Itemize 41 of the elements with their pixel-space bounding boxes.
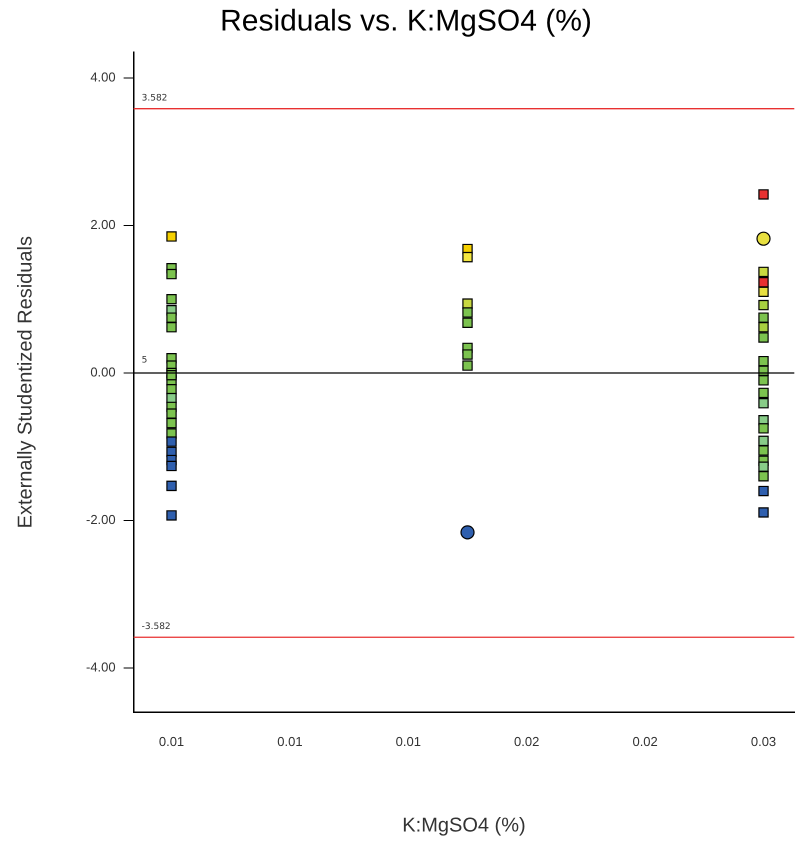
point bbox=[462, 252, 473, 262]
y-tick-label: 0.00 bbox=[90, 364, 116, 380]
chart-title: Residuals vs. K:MgSO4 (%) bbox=[220, 4, 592, 38]
x-tick-label: 0.01 bbox=[158, 734, 184, 749]
point bbox=[758, 300, 769, 310]
point bbox=[758, 388, 769, 398]
point bbox=[756, 232, 771, 246]
point bbox=[758, 375, 769, 386]
ref-line-label: -3.582 bbox=[142, 622, 171, 632]
ref-line-label: 3.582 bbox=[142, 94, 168, 104]
x-tick-label: 0.02 bbox=[632, 734, 658, 749]
point bbox=[166, 231, 177, 242]
point bbox=[166, 322, 177, 332]
point bbox=[758, 398, 769, 408]
point bbox=[462, 349, 473, 360]
point bbox=[758, 322, 769, 332]
point bbox=[758, 423, 769, 434]
annotation: 5 bbox=[142, 356, 148, 366]
x-tick-label: 0.01 bbox=[277, 734, 303, 749]
y-tick-label: -2.00 bbox=[86, 512, 116, 528]
point bbox=[758, 445, 769, 456]
point bbox=[460, 525, 475, 540]
point bbox=[758, 332, 769, 343]
y-tick-label: -4.00 bbox=[86, 660, 116, 675]
point bbox=[166, 268, 177, 280]
x-tick-label: 0.03 bbox=[750, 734, 776, 749]
point bbox=[462, 307, 473, 318]
y-tick-label: 2.00 bbox=[90, 216, 116, 232]
point bbox=[462, 360, 473, 371]
point bbox=[166, 418, 177, 428]
x-axis-title: K:MgSO4 (%) bbox=[402, 814, 526, 837]
x-tick-label: 0.01 bbox=[396, 734, 421, 749]
point bbox=[166, 294, 177, 304]
x-tick-label: 0.02 bbox=[514, 734, 540, 749]
y-tick-label: 4.00 bbox=[90, 69, 116, 84]
point bbox=[758, 436, 769, 446]
point bbox=[758, 266, 769, 278]
point bbox=[462, 318, 473, 328]
y-axis-title: Externally Studentized Residuals bbox=[14, 236, 37, 528]
point bbox=[758, 471, 769, 482]
point bbox=[758, 189, 769, 200]
